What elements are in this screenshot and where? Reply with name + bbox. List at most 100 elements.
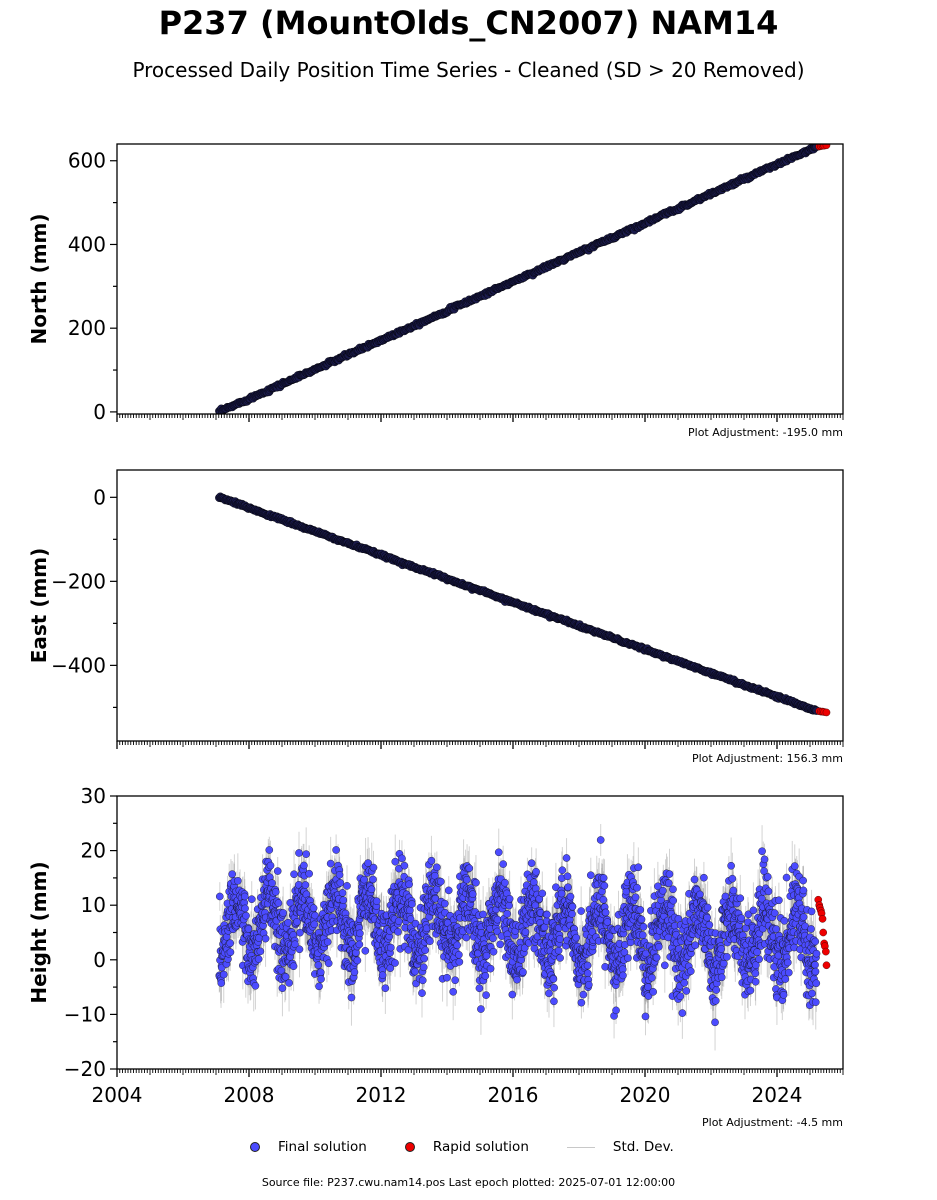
data-point-final <box>356 929 364 938</box>
data-point-final <box>254 955 263 963</box>
data-point-final <box>278 984 287 992</box>
data-point-final <box>311 911 319 920</box>
data-point-final <box>301 881 310 889</box>
data-point-final <box>217 979 226 987</box>
data-point-final <box>251 982 260 990</box>
data-point-final <box>247 895 256 903</box>
data-point-final <box>273 867 282 875</box>
data-point-final <box>215 892 224 901</box>
data-point-final <box>411 967 419 976</box>
data-point-final <box>347 993 356 1002</box>
data-point-final <box>277 966 286 975</box>
data-point-final <box>274 899 283 907</box>
data-point-final <box>291 940 299 949</box>
data-point-final <box>285 979 293 987</box>
data-point-final <box>241 904 249 913</box>
data-point-final <box>355 940 364 949</box>
y-axis-label: East (mm) <box>27 548 51 664</box>
data-point-final <box>339 896 348 904</box>
data-point-final <box>361 947 370 955</box>
chart-title: P237 (MountOlds_CN2007) NAM14 <box>158 4 779 42</box>
data-point-final <box>265 846 274 854</box>
data-point-final <box>309 904 318 912</box>
data-point-final <box>398 854 406 863</box>
plot-area <box>215 144 831 414</box>
data-point-final <box>369 863 378 872</box>
data-point-final <box>367 885 376 894</box>
data-point-final <box>335 871 344 879</box>
data-point-final <box>314 961 323 969</box>
chart-subtitle: Processed Daily Position Time Series - C… <box>132 58 805 82</box>
data-point-final <box>228 870 236 878</box>
data-point-final <box>240 892 249 901</box>
data-point-final <box>316 968 325 977</box>
data-point-final <box>364 859 372 867</box>
data-point-final <box>394 917 403 925</box>
data-point-final <box>406 915 415 923</box>
y-tick-label: 600 <box>68 149 106 173</box>
data-point-final <box>281 973 290 981</box>
data-point-final <box>219 970 228 979</box>
y-tick-label: 200 <box>68 316 106 340</box>
data-point-final <box>391 959 399 967</box>
data-point-final <box>353 956 362 965</box>
data-point-final <box>256 947 265 956</box>
data-point-final <box>315 982 323 991</box>
data-point-final <box>350 968 359 976</box>
data-point-final <box>323 938 332 946</box>
data-point-final <box>266 861 275 870</box>
data-point-final <box>372 897 381 905</box>
y-tick-label: 0 <box>93 485 106 509</box>
plot-area <box>215 824 831 1051</box>
data-point-final <box>290 870 298 879</box>
data-point-final <box>244 925 253 933</box>
data-point-final <box>387 943 395 952</box>
data-point-rapid <box>822 708 831 717</box>
y-tick-label: −200 <box>51 569 106 593</box>
y-tick-label: 400 <box>68 232 106 256</box>
data-point-final <box>405 880 413 889</box>
data-point-final <box>408 900 416 908</box>
data-point-final <box>226 939 234 947</box>
data-point-final <box>293 918 301 926</box>
data-point-final <box>332 846 340 854</box>
data-point-final <box>268 879 276 887</box>
data-point-final <box>336 879 345 887</box>
data-point-final <box>378 971 387 979</box>
data-point-final <box>289 962 298 971</box>
plot-area <box>215 492 831 717</box>
data-point-final <box>326 859 335 868</box>
data-point-final <box>369 875 377 884</box>
data-point-final <box>317 975 325 983</box>
data-point-final <box>261 934 270 943</box>
data-point-rapid <box>822 144 831 150</box>
data-point-final <box>284 918 292 927</box>
data-point-final <box>343 882 351 890</box>
data-point-final <box>381 984 390 993</box>
data-point-final <box>324 959 333 968</box>
data-point-final <box>295 849 303 857</box>
panel-1: 0 200 400 600 North (mm) Plot Adjustment: -19… <box>27 143 844 439</box>
data-point-final <box>295 945 304 954</box>
data-point-final <box>234 877 242 885</box>
data-point-final <box>394 928 402 936</box>
data-point-final <box>360 875 368 884</box>
data-point-final <box>391 857 400 866</box>
y-axis-label: North (mm) <box>27 213 51 344</box>
data-point-final <box>271 888 280 896</box>
plot-adjustment-note: Plot Adjustment: 156.3 mm <box>692 752 843 765</box>
data-point-final <box>242 911 250 920</box>
y-tick-label: −400 <box>51 653 106 677</box>
y-tick-label: 0 <box>93 400 106 424</box>
data-point-final <box>296 928 304 937</box>
data-point-final <box>226 948 235 956</box>
plot-adjustment-note: Plot Adjustment: -195.0 mm <box>688 426 843 439</box>
data-point-final <box>352 948 360 957</box>
data-point-final <box>279 909 287 917</box>
data-point-final <box>411 919 420 928</box>
data-point-final <box>338 889 347 897</box>
data-point-final <box>310 920 319 929</box>
